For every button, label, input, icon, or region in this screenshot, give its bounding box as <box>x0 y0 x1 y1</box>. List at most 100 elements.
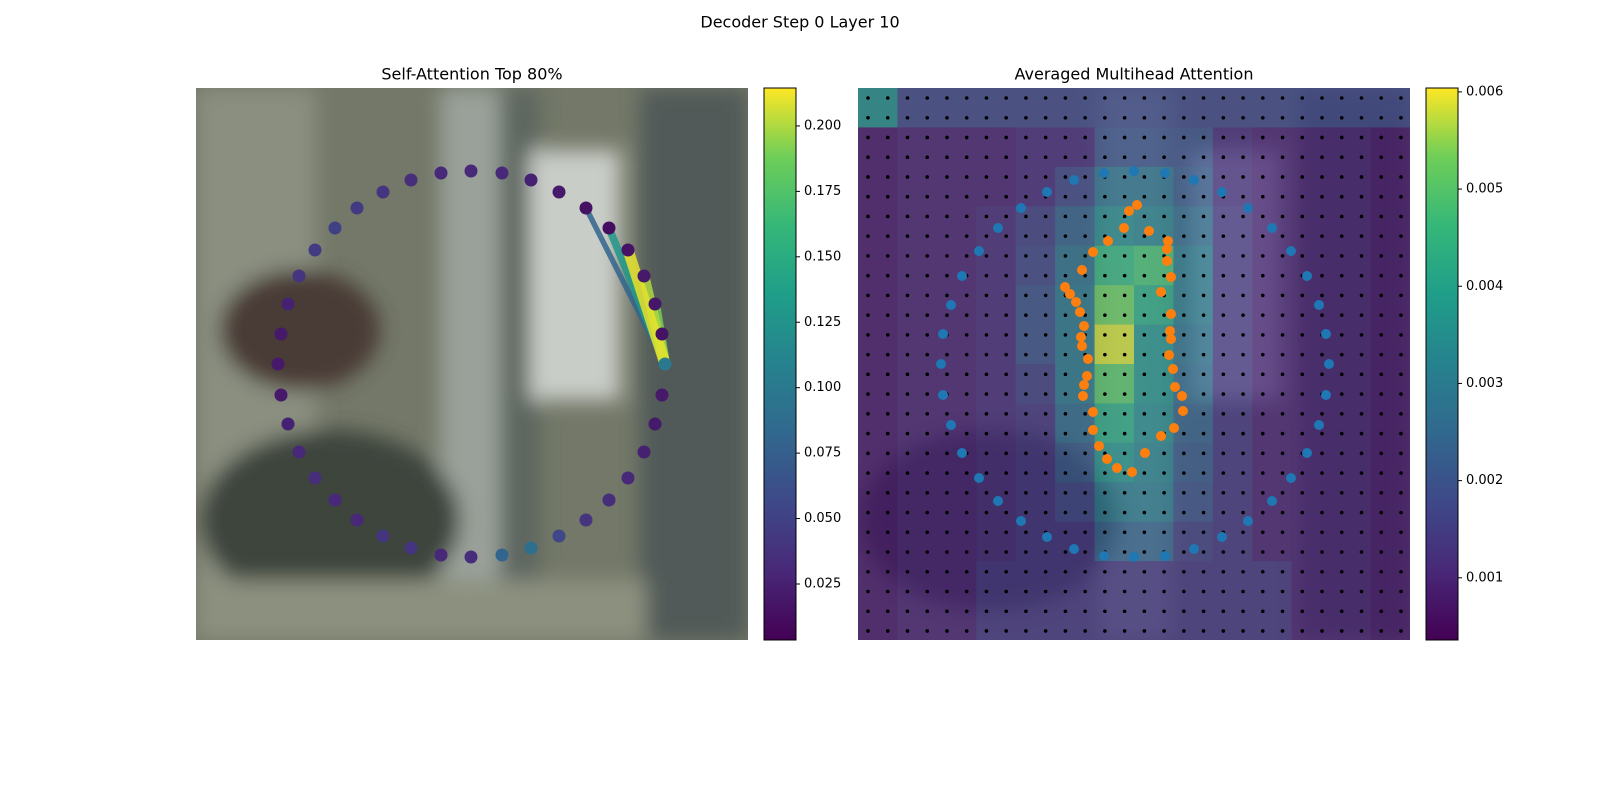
reference-dot <box>1261 491 1265 495</box>
reference-dot <box>1280 491 1285 495</box>
reference-dot <box>1103 431 1107 436</box>
reference-dot <box>1083 175 1087 179</box>
reference-dot <box>1201 372 1206 377</box>
point <box>1088 425 1098 435</box>
reference-dot <box>885 115 890 120</box>
reference-dot <box>905 273 910 278</box>
reference-dot <box>1004 510 1008 515</box>
reference-dot <box>1221 550 1226 554</box>
reference-dot <box>1201 313 1206 317</box>
reference-dot <box>1083 135 1087 140</box>
reference-dot <box>1063 589 1068 594</box>
reference-dot <box>945 115 949 120</box>
reference-dot <box>1004 352 1008 357</box>
reference-dot <box>905 214 910 219</box>
colorbar-tick-label: 0.003 <box>1466 376 1503 391</box>
reference-dot <box>1399 194 1403 199</box>
heatmap-cell <box>1291 403 1332 444</box>
heatmap-cell <box>1252 561 1293 602</box>
reference-dot <box>1063 155 1068 160</box>
reference-dot <box>1103 629 1107 633</box>
heatmap-cell <box>1055 482 1096 523</box>
point <box>579 513 593 527</box>
reference-dot <box>885 530 890 535</box>
reference-dot <box>1201 214 1206 219</box>
reference-dot <box>1162 589 1166 594</box>
reference-dot <box>1083 234 1087 238</box>
reference-dot <box>905 491 910 495</box>
heatmap-cell <box>897 285 938 326</box>
reference-dot <box>1339 451 1344 456</box>
heatmap-cell <box>936 482 977 523</box>
reference-dot <box>885 273 890 278</box>
heatmap-cell <box>1173 521 1214 562</box>
reference-dot <box>866 234 870 238</box>
reference-dot <box>1142 491 1147 495</box>
reference-dot <box>964 96 969 100</box>
reference-dot <box>1024 313 1028 317</box>
colorbar-tick-label: 0.001 <box>1466 570 1503 585</box>
reference-dot <box>1261 550 1265 554</box>
heatmap-cell <box>1291 482 1332 523</box>
reference-dot <box>1261 194 1265 199</box>
heatmap-cell <box>1212 166 1253 207</box>
reference-dot <box>1004 254 1008 258</box>
reference-dot <box>866 491 870 495</box>
reference-dot <box>1162 412 1166 416</box>
point <box>1156 287 1166 297</box>
reference-dot <box>1359 550 1364 554</box>
reference-dot <box>1004 333 1008 337</box>
reference-dot <box>1300 352 1305 357</box>
heatmap-cell <box>1291 245 1332 286</box>
reference-dot <box>1142 333 1147 337</box>
reference-dot <box>1221 254 1226 258</box>
reference-dot <box>1339 589 1344 594</box>
reference-dot <box>1063 333 1068 337</box>
reference-dot <box>1320 313 1324 317</box>
point <box>1170 382 1180 392</box>
reference-dot <box>984 451 989 456</box>
heatmap-cell <box>1370 442 1410 483</box>
heatmap-cell <box>1370 482 1410 523</box>
reference-dot <box>1182 629 1186 633</box>
reference-dot <box>866 155 870 160</box>
reference-dot <box>1063 629 1068 633</box>
point <box>552 185 566 199</box>
point <box>328 493 342 507</box>
reference-dot <box>905 254 910 258</box>
reference-dot <box>1063 510 1068 515</box>
heatmap-cell <box>1212 482 1253 523</box>
reference-dot <box>945 629 949 633</box>
reference-dot <box>1241 194 1245 199</box>
reference-dot <box>1339 333 1344 337</box>
reference-dot <box>885 214 890 219</box>
reference-dot <box>1182 333 1186 337</box>
reference-dot <box>1320 194 1324 199</box>
reference-dot <box>984 352 989 357</box>
reference-dot <box>1379 273 1384 278</box>
point <box>1127 467 1137 477</box>
reference-dot <box>1162 115 1166 120</box>
reference-dot <box>1221 293 1226 298</box>
heatmap-cell <box>897 88 938 128</box>
point <box>1321 390 1331 400</box>
reference-dot <box>1004 155 1008 160</box>
reference-dot <box>1122 96 1127 100</box>
reference-dot <box>1241 629 1245 633</box>
point <box>1321 329 1331 339</box>
point <box>350 201 364 215</box>
reference-dot <box>1162 96 1166 100</box>
reference-dot <box>1122 214 1127 219</box>
reference-dot <box>1024 293 1028 298</box>
reference-dot <box>1004 214 1008 219</box>
point <box>1162 256 1172 266</box>
reference-dot <box>866 293 870 298</box>
point <box>464 550 478 564</box>
point <box>1112 463 1122 473</box>
reference-dot <box>1359 313 1364 317</box>
reference-dot <box>905 530 910 535</box>
point <box>524 173 538 187</box>
reference-dot <box>1024 491 1028 495</box>
reference-dot <box>1320 96 1324 100</box>
heatmap-cell <box>976 561 1017 602</box>
